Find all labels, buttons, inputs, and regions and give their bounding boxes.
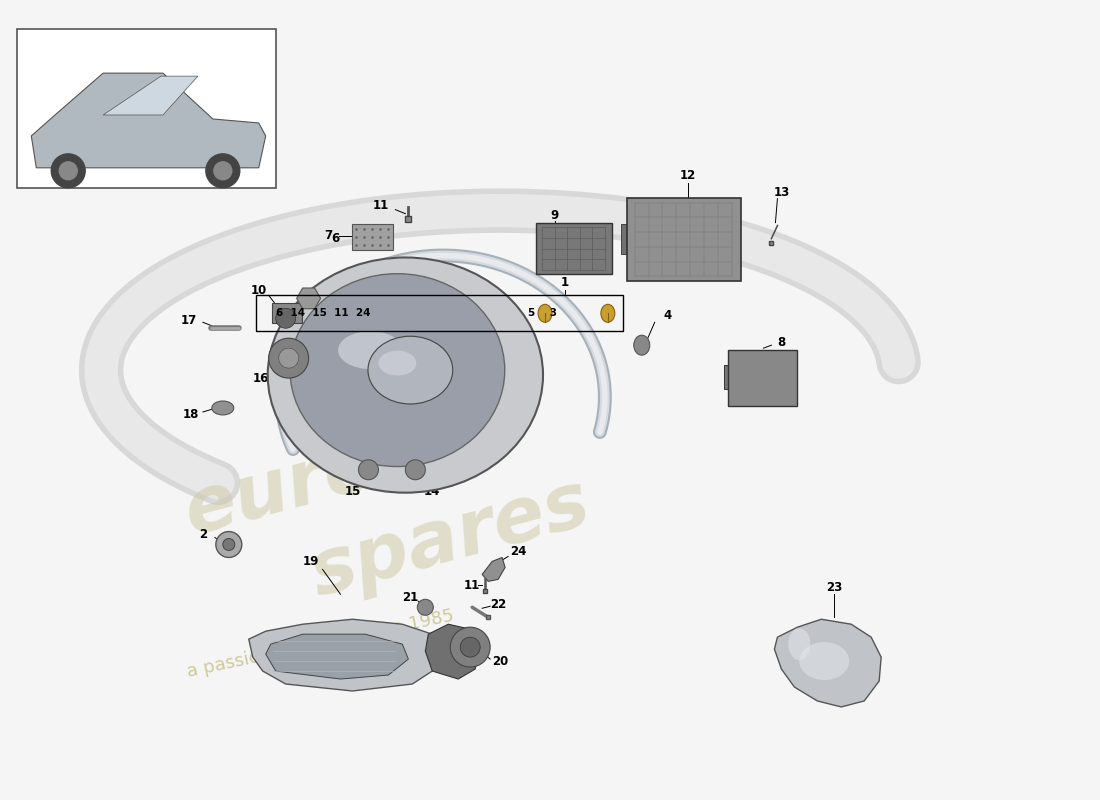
Polygon shape [249, 619, 440, 691]
Circle shape [52, 154, 85, 188]
Text: 18: 18 [183, 409, 199, 422]
Text: 2: 2 [199, 528, 207, 541]
FancyBboxPatch shape [627, 198, 740, 282]
Circle shape [213, 162, 232, 180]
FancyBboxPatch shape [536, 222, 612, 274]
Ellipse shape [634, 335, 650, 355]
Ellipse shape [368, 336, 453, 404]
Circle shape [59, 162, 77, 180]
Ellipse shape [800, 642, 849, 680]
Text: spares: spares [302, 466, 598, 612]
Text: 23: 23 [826, 581, 843, 594]
Text: euro: euro [176, 429, 385, 551]
Text: 6  14  15  11  24: 6 14 15 11 24 [276, 308, 371, 318]
Text: 19: 19 [302, 555, 319, 568]
FancyBboxPatch shape [620, 224, 632, 254]
Ellipse shape [789, 628, 811, 660]
FancyBboxPatch shape [272, 303, 301, 323]
Text: 15: 15 [344, 485, 361, 498]
Text: 17: 17 [180, 314, 197, 326]
Ellipse shape [290, 274, 505, 466]
Polygon shape [482, 558, 505, 582]
Polygon shape [426, 624, 481, 679]
Text: 11: 11 [464, 579, 481, 592]
Circle shape [450, 627, 491, 667]
Circle shape [417, 599, 433, 615]
Text: 7: 7 [324, 229, 332, 242]
Text: 6: 6 [331, 232, 340, 245]
Text: 1: 1 [561, 276, 569, 289]
Text: 12: 12 [680, 170, 696, 182]
Ellipse shape [212, 401, 234, 415]
FancyBboxPatch shape [352, 224, 394, 250]
Ellipse shape [338, 331, 403, 369]
Ellipse shape [601, 304, 615, 322]
Text: 14: 14 [425, 485, 440, 498]
FancyBboxPatch shape [18, 30, 276, 188]
Text: 10: 10 [251, 284, 267, 297]
Circle shape [460, 637, 481, 657]
Circle shape [278, 348, 298, 368]
Circle shape [268, 338, 309, 378]
Circle shape [359, 460, 378, 480]
Circle shape [406, 460, 426, 480]
Text: 9: 9 [551, 209, 559, 222]
Polygon shape [774, 619, 881, 707]
Text: 8: 8 [778, 336, 785, 349]
Text: 16: 16 [253, 371, 268, 385]
Text: 20: 20 [492, 654, 508, 667]
Text: 5    3: 5 3 [528, 308, 557, 318]
FancyBboxPatch shape [724, 365, 736, 389]
Text: 13: 13 [773, 186, 790, 199]
Circle shape [223, 538, 234, 550]
Polygon shape [266, 634, 408, 679]
Text: 11: 11 [372, 199, 388, 212]
Circle shape [206, 154, 240, 188]
Text: 4: 4 [663, 309, 672, 322]
Polygon shape [103, 76, 198, 115]
Ellipse shape [538, 304, 552, 322]
Circle shape [216, 531, 242, 558]
Ellipse shape [267, 258, 543, 493]
Circle shape [276, 308, 296, 328]
Text: 22: 22 [490, 598, 506, 610]
Polygon shape [31, 73, 266, 168]
Text: 24: 24 [510, 545, 526, 558]
Polygon shape [297, 288, 320, 309]
Text: a passion for parts since 1985: a passion for parts since 1985 [186, 607, 455, 682]
Ellipse shape [378, 350, 416, 375]
Text: 21: 21 [403, 591, 418, 604]
FancyBboxPatch shape [727, 350, 798, 406]
